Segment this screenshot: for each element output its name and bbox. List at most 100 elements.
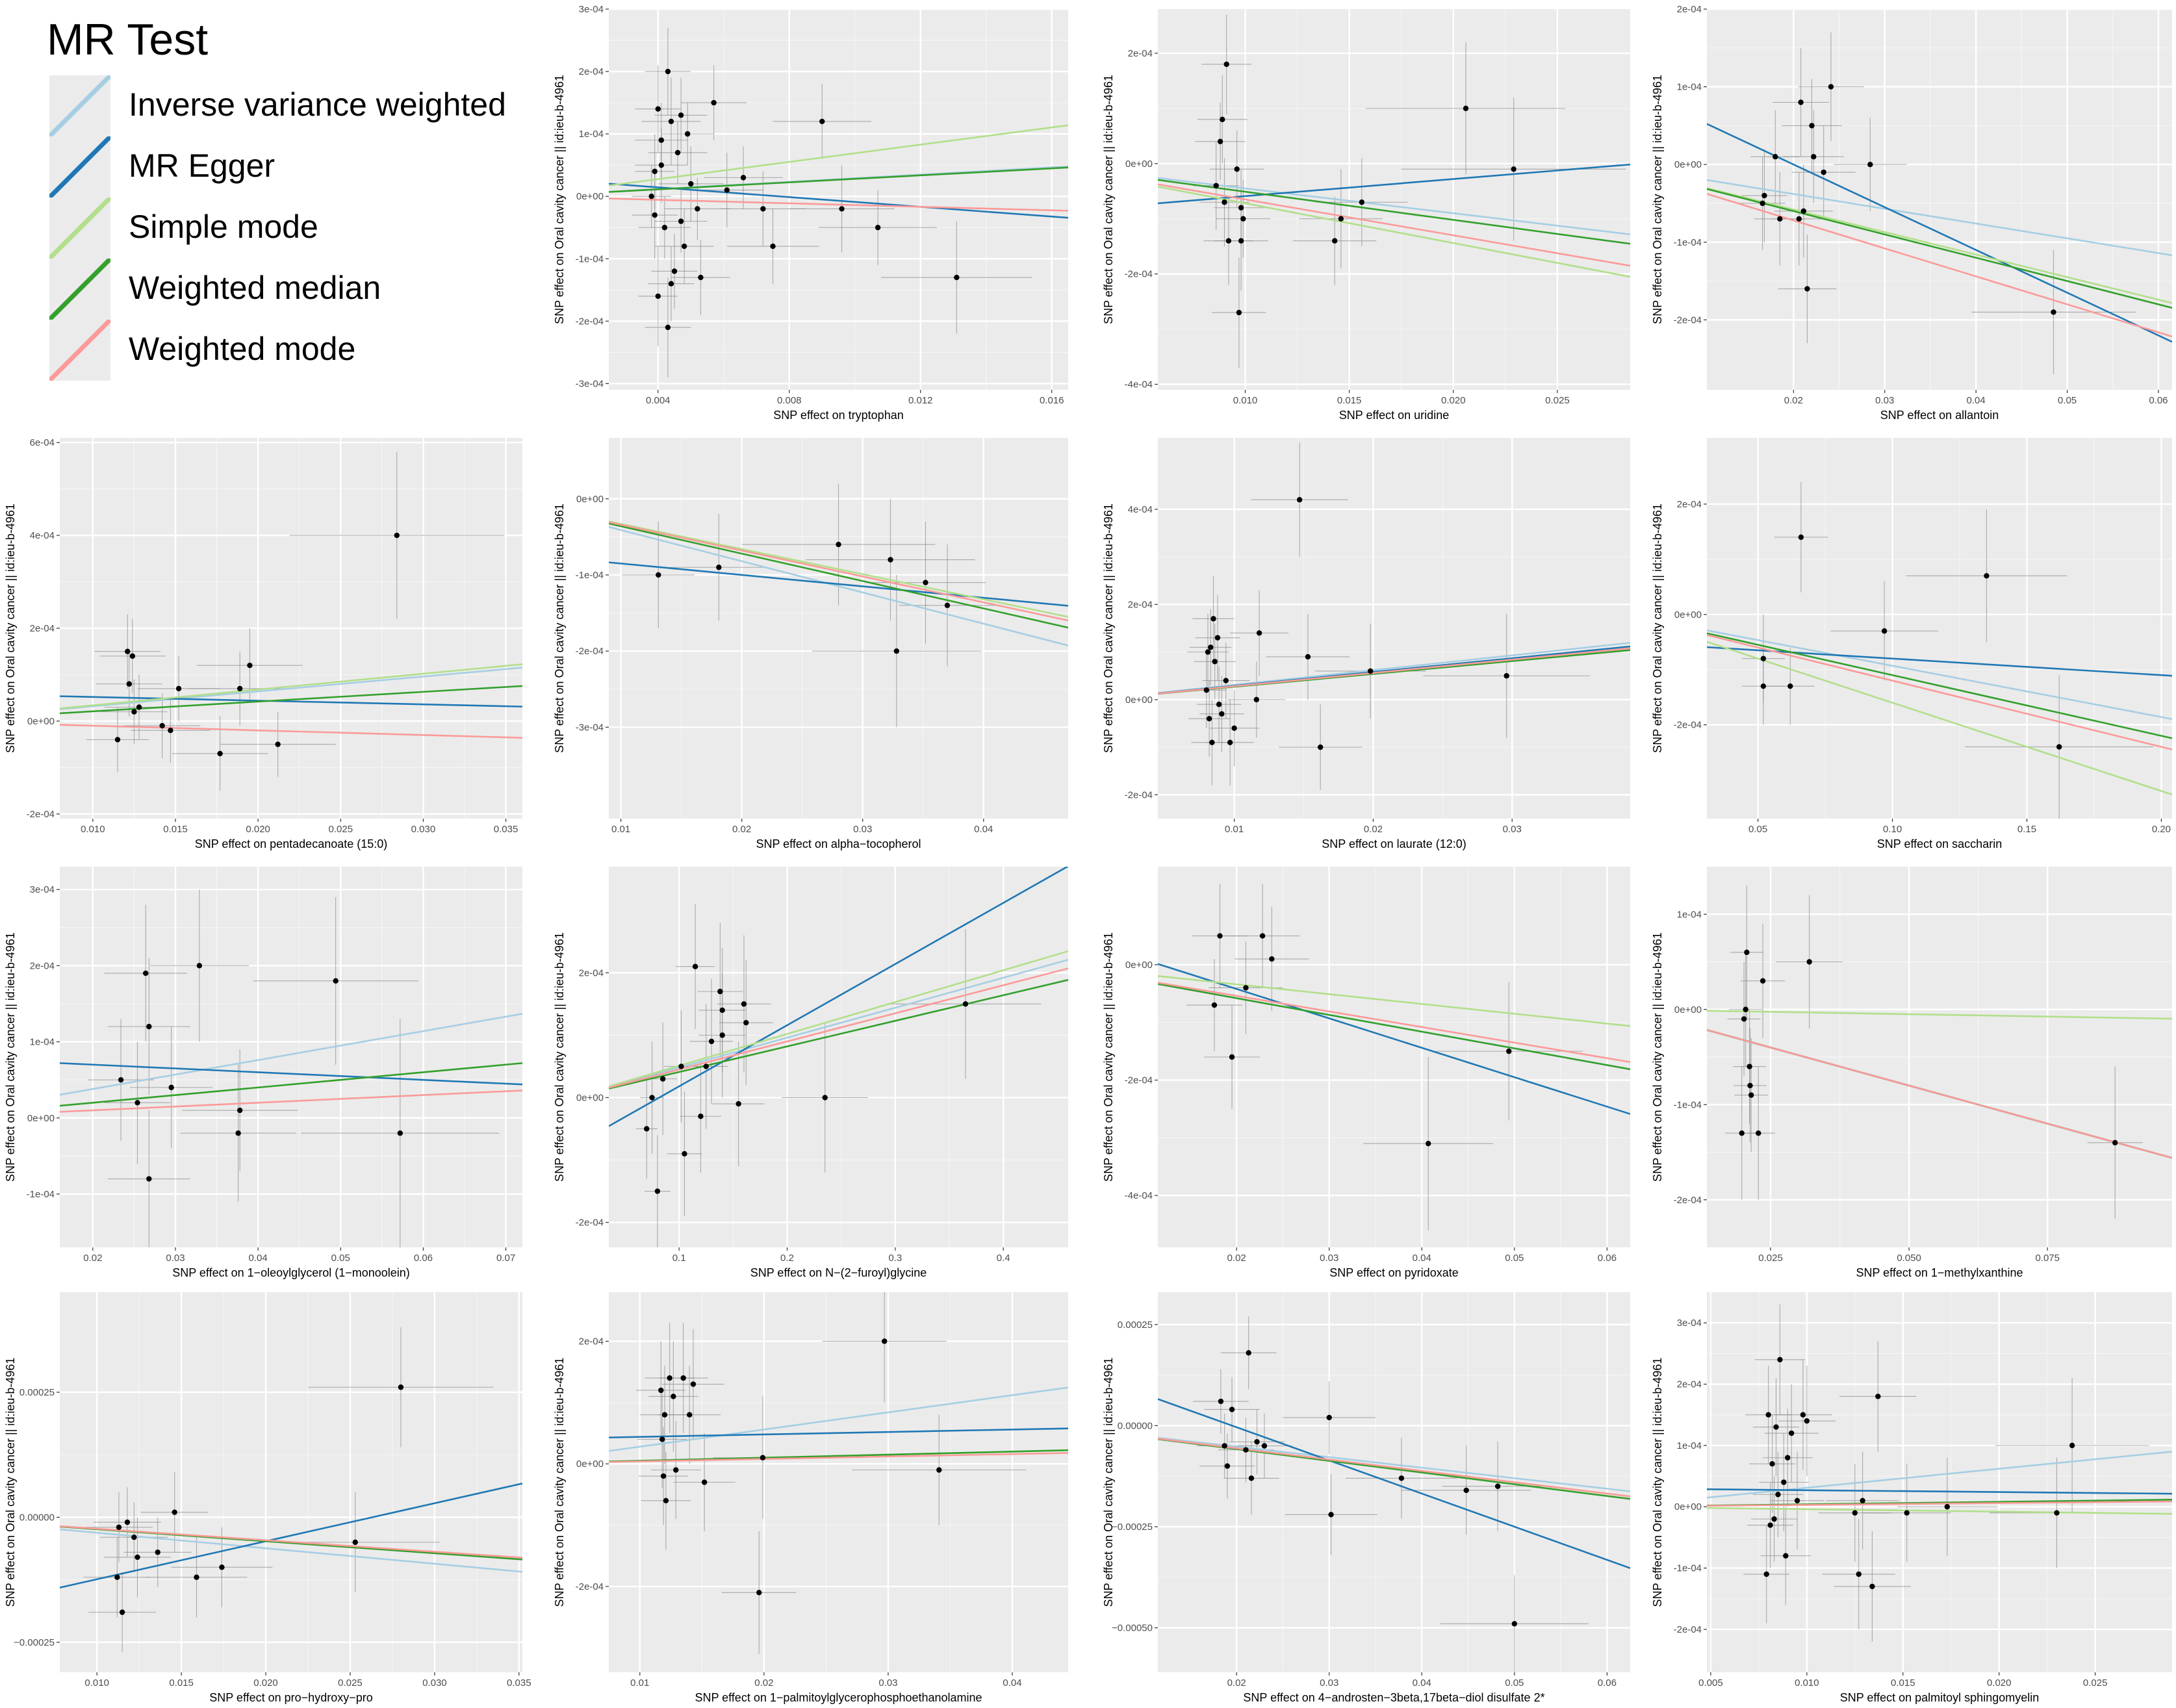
x-axis-label: SNP effect on N−(2−furoyl)glycine [750,1266,927,1279]
y-tick-label: 2e-04 [579,66,604,77]
data-point [1332,238,1338,244]
plot-area [1707,481,2172,819]
x-tick-label: 0.06 [2149,395,2168,406]
data-point [1828,84,1834,90]
data-point [1761,192,1767,199]
regression-line [1707,632,2172,739]
scatter-panel-pro-hydroxy-pro: 0.010 0.015 0.020 0.025 0.030 0.035 −0.00025 0.… [0,1283,531,1708]
y-axis-label: SNP effect on Oral cavity cancer || id:i… [1651,1358,1664,1607]
y-axis-label: SNP effect on Oral cavity cancer || id:i… [1651,932,1664,1182]
x-axis-label: SNP effect on 4−androsten−3beta,17beta−d… [1243,1691,1544,1704]
x-tick-label: 0.15 [2017,824,2036,835]
y-tick-label: 1e-04 [1677,909,1702,920]
legend-label-simple-mode: Simple mode [129,209,318,245]
data-point [678,1064,684,1069]
x-tick-label: 0.05 [1505,1677,1524,1689]
scatter-panel-pentadecanoate: 0.010 0.015 0.020 0.025 0.030 0.035 -2e-04 0e+0… [0,429,526,854]
regression-line [60,695,522,707]
regression-line [609,978,1068,1090]
legend-key-weighted-mode [49,320,110,381]
regression-line [60,1483,522,1588]
regression-line [1158,963,1630,1115]
data-point [760,206,766,212]
data-point [944,602,951,609]
data-point [1205,649,1211,655]
regression-line [1707,187,2172,304]
data-point [118,1077,124,1083]
data-point [690,1381,697,1387]
regression-line [60,1062,522,1086]
x-tick-label: 0.02 [754,1677,773,1689]
data-point [685,131,691,137]
data-point [741,1001,747,1007]
y-tick-label: 0e+00 [576,494,604,505]
data-point [1739,1130,1745,1136]
regression-line [1707,1010,2172,1020]
y-tick-label: 2e-04 [30,960,55,971]
x-axis-label: SNP effect on tryptophan [773,409,903,422]
data-point [649,1095,655,1101]
scatter-panel-laurate: 0.01 0.02 0.03 -2e-04 0e+00 2e-04 4e-04 SNP eff… [1098,429,1634,854]
regression-line [609,166,1068,193]
y-tick-label: 0e+00 [1125,960,1153,971]
data-point [658,162,664,168]
data-point [678,218,684,224]
x-tick-label: 0.025 [329,824,353,835]
data-point [656,572,661,578]
y-tick-label: -1e-04 [1674,1099,1702,1110]
x-axis-label: SNP effect on 1−palmitoylglycerophosphoe… [695,1691,982,1704]
legend-label-weighted-mode: Weighted mode [129,331,356,367]
plot-background [60,867,522,1247]
legend-item-mr-egger: MR Egger [49,136,543,198]
data-point [1328,1512,1334,1518]
data-point [652,168,658,174]
data-point [711,99,717,106]
x-tick-label: 0.05 [1748,824,1767,835]
data-point [1800,1412,1806,1418]
regression-line [609,1452,1068,1463]
data-point [724,187,730,193]
x-tick-label: 0.05 [2058,395,2077,406]
y-tick-label: 1e-04 [1677,82,1702,93]
scatter-panel-1-oleoylglycerol: 0.02 0.03 0.04 0.05 0.06 0.07 -1e-04 0e+00 1e-04… [0,858,526,1283]
y-tick-label: 3e-04 [1677,1318,1702,1329]
y-tick-label: 0.00025 [1118,1319,1153,1331]
regression-line [1158,179,1630,245]
data-point [1804,1418,1810,1424]
y-tick-label: -1e-04 [1674,1563,1702,1574]
x-axis-label: SNP effect on pro−hydroxy−pro [209,1691,373,1704]
x-tick-label: 0.02 [1364,824,1383,835]
plot-area [1707,32,2172,375]
y-tick-label: -4e-04 [1125,379,1153,390]
data-point [882,1338,888,1344]
data-point [159,722,165,729]
data-point [698,1114,704,1119]
data-point [1222,1443,1227,1449]
data-point [237,685,243,692]
plot-area [60,452,522,791]
x-tick-label: 0.06 [1598,1253,1617,1264]
data-point [1881,628,1888,634]
scatter-panel-pyridoxate: 0.02 0.03 0.04 0.05 0.06 -4e-04 -2e-04 0e+00 SNP… [1098,858,1634,1283]
y-tick-label: 0e+00 [27,1113,55,1124]
scatter-panel-tryptophan: 0.004 0.008 0.012 0.016 -3e-04 -2e-04 -1e-04 0e… [549,0,1072,426]
data-point [1214,635,1221,641]
x-tick-label: 0.010 [1795,1677,1819,1689]
y-tick-label: −0.00025 [1112,1522,1153,1533]
regression-line [609,867,1068,1127]
x-tick-label: 0.025 [1758,1253,1783,1264]
data-point [1240,216,1246,222]
y-tick-label: 0e+00 [576,1459,604,1470]
data-point [1763,1571,1769,1577]
data-point [1229,1407,1235,1412]
regression-line [1158,183,1630,267]
regression-line [1158,1436,1630,1492]
legend-label-weighted-median: Weighted median [129,270,381,306]
y-tick-label: 0.00000 [19,1512,55,1523]
data-point [671,1394,676,1399]
data-point [1504,673,1509,679]
x-tick-label: 0.025 [1545,395,1570,406]
data-point [652,212,658,218]
data-point [131,1534,137,1540]
data-point [936,1467,942,1473]
